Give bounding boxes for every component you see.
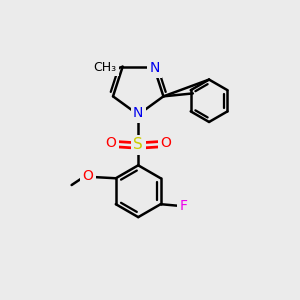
Text: O: O bbox=[105, 136, 116, 150]
Text: S: S bbox=[133, 137, 143, 152]
Text: N: N bbox=[149, 61, 160, 75]
Text: N: N bbox=[133, 106, 143, 120]
Text: F: F bbox=[179, 199, 187, 213]
Text: O: O bbox=[82, 169, 93, 183]
Text: CH₃: CH₃ bbox=[93, 61, 116, 74]
Text: O: O bbox=[160, 136, 171, 150]
